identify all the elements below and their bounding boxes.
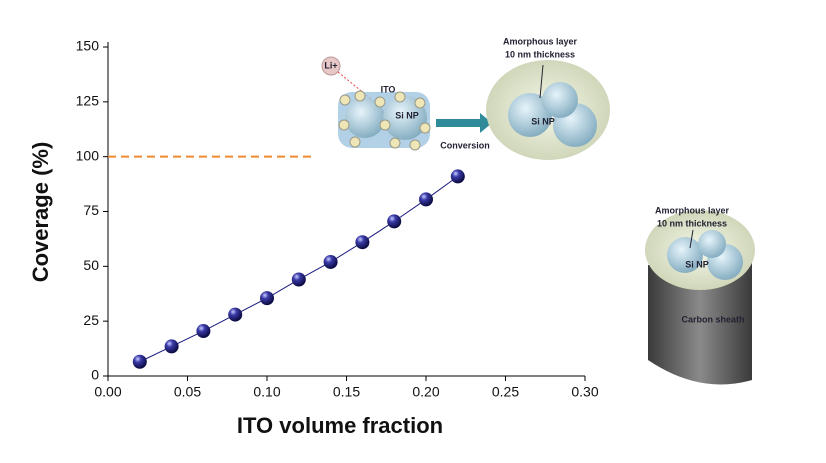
- x-tick-label: 0.05: [174, 384, 201, 400]
- y-axis-label: Coverage (%): [28, 142, 53, 283]
- series-line: [139, 176, 459, 363]
- x-tick-label: 0.15: [333, 384, 360, 400]
- y-tick-label: 75: [83, 202, 99, 218]
- data-point: [323, 254, 338, 269]
- x-axis-label: ITO volume fraction: [237, 413, 443, 438]
- annotation: Li+: [324, 60, 337, 70]
- ito-illustration: [321, 56, 610, 160]
- x-tick-label: 0.20: [412, 384, 439, 400]
- data-point: [164, 339, 179, 354]
- annotation: Si NP: [531, 116, 555, 126]
- annotation: Si NP: [395, 110, 419, 120]
- annotation: ITO: [381, 84, 396, 94]
- x-tick-label: 0.10: [253, 384, 280, 400]
- data-point: [355, 235, 370, 250]
- y-tick-label: 100: [76, 147, 100, 163]
- data-point: [228, 307, 243, 322]
- sheath-illustration: [645, 210, 755, 385]
- x-tick-label: 0.25: [492, 384, 519, 400]
- data-point: [450, 169, 465, 184]
- data-point: [387, 214, 402, 229]
- annotation: Conversion: [440, 140, 490, 150]
- y-tick-label: 0: [91, 367, 99, 383]
- data-point: [419, 192, 433, 207]
- x-tick-label: 0.00: [94, 384, 121, 400]
- annotations: Li+ ITO Si NP Conversion Amorphous layer…: [324, 36, 744, 324]
- y-tick-label: 50: [83, 257, 99, 273]
- y-tick-label: 125: [76, 93, 100, 109]
- annotation: Carbon sheath: [681, 314, 744, 324]
- annotation: Amorphous layer: [655, 205, 730, 215]
- y-tick-label: 150: [76, 38, 100, 54]
- x-tick-label: 0.30: [571, 384, 598, 400]
- annotation: 10 nm thickness: [657, 218, 727, 228]
- data-point: [291, 272, 306, 287]
- data-point: [132, 354, 147, 369]
- annotation: 10 nm thickness: [505, 49, 575, 59]
- annotation: Amorphous layer: [503, 36, 578, 46]
- data-point: [260, 291, 274, 306]
- y-tick-label: 25: [83, 312, 99, 328]
- annotation: Si NP: [685, 259, 709, 269]
- data-point: [196, 324, 211, 339]
